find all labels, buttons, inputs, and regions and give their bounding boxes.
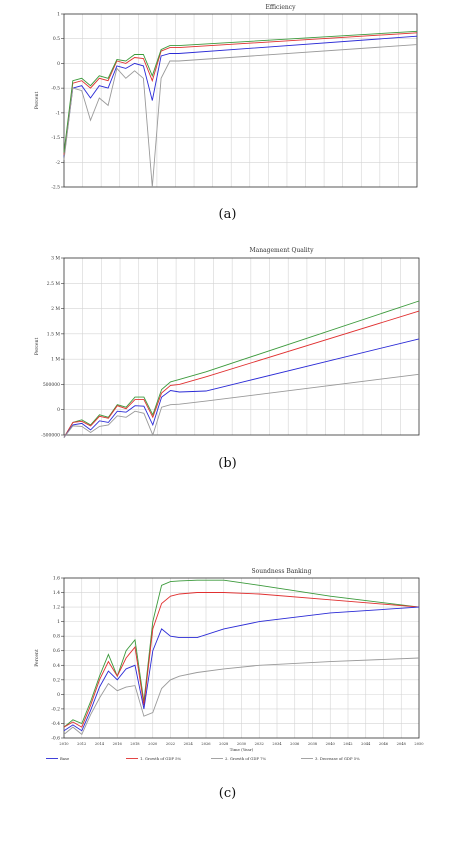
series-line-green [63,300,420,438]
chart-title: Soundness Banking [252,568,312,575]
y-axis-label: Percent [34,649,40,667]
y-tick-label: -1.5 [51,135,60,141]
caption-a: (a) [218,207,237,222]
series-line-green [63,30,418,153]
y-tick-label: 2 M [51,306,60,312]
y-tick-label: 1 M [51,357,60,363]
y-tick-label: 3 M [51,256,60,262]
caption-c: (c) [218,786,237,801]
x-tick-label: 2028 [219,742,229,746]
x-tick-label: 2018 [130,742,140,746]
series-line-blue [63,606,420,732]
series-line-gray [63,373,420,438]
y-tick-label: 1 [57,619,60,625]
x-tick-label: 2012 [77,742,86,746]
y-tick-label: 1.5 M [47,331,61,337]
y-tick-label: -0.5 [51,86,60,92]
y-tick-label: 0 [57,61,60,67]
legend-entry: 3. Decrease of GDP 5% [315,756,360,761]
x-tick-label: 2040 [326,742,336,746]
x-tick-label: 2016 [113,742,123,746]
y-tick-label: -0.6 [51,736,60,742]
y-tick-label: -500000 [41,433,60,439]
y-tick-label: 0 [57,692,60,698]
series-line-red [63,592,420,728]
caption-b: (b) [218,456,237,471]
y-tick-label: -1 [56,110,61,116]
x-tick-label: 2048 [397,742,407,746]
series-line-gray [63,657,420,736]
x-tick-label: 2034 [272,742,282,746]
series-line-red [63,310,420,438]
y-tick-label: 500000 [43,382,60,388]
x-tick-label: 2026 [201,742,211,746]
x-tick-label: 2022 [166,742,175,746]
y-tick-label: -2.5 [51,185,60,191]
y-tick-label: 0.4 [53,663,60,669]
legend-entry: 2. Growth of GDP 7% [225,756,267,761]
y-tick-label: 0.6 [53,648,60,654]
series-line-gray [63,44,418,188]
x-tick-label: 2042 [343,742,352,746]
x-tick-label: 2032 [255,742,264,746]
y-tick-label: 0.5 [53,36,60,42]
y-tick-label: -0.2 [51,706,60,712]
x-tick-label: 2014 [95,742,105,746]
chart-title: Efficiency [265,4,296,11]
y-tick-label: 1 [57,12,60,18]
y-tick-label: 0.8 [53,634,60,640]
x-tick-label: 2030 [237,742,247,746]
y-tick-label: -0.4 [51,721,60,727]
legend-entry: 1. Growth of GDP 5% [140,756,182,761]
plot-frame [63,13,418,188]
y-axis-label: Percent [34,338,40,356]
y-axis-label: Percent [34,92,40,110]
y-tick-label: 0.2 [53,677,60,683]
y-tick-label: -2 [56,160,61,166]
x-tick-label: 2036 [290,742,300,746]
series-line-blue [63,338,420,438]
y-tick-label: 1.2 [53,605,60,611]
x-tick-label: 2020 [148,742,158,746]
plot-frame [63,257,420,436]
y-tick-label: 1.6 [53,576,60,582]
y-tick-label: 0 [57,407,60,413]
y-tick-label: 1.4 [53,590,60,596]
x-axis-label: Time (Year) [230,747,254,752]
chart-title: Management Quality [250,247,315,254]
x-tick-label: 2024 [184,742,194,746]
x-tick-label: 2038 [308,742,318,746]
legend-entry: Base [60,756,70,761]
series-line-red [63,32,418,155]
x-tick-label: 2044 [361,742,371,746]
x-tick-label: 2046 [379,742,389,746]
x-tick-label: 2050 [414,742,424,746]
series-line-blue [63,35,418,158]
x-tick-label: 2010 [59,742,69,746]
y-tick-label: 2.5 M [47,281,61,287]
